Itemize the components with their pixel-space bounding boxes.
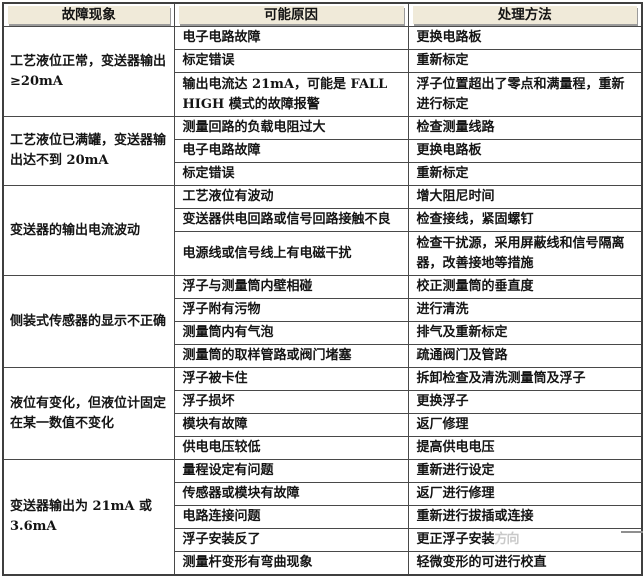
cause-cell: 测量杆变形有弯曲现象: [173, 551, 409, 576]
table-row: 供电电压较低 提高供电电压: [3, 436, 643, 460]
cause-cell: 浮子被卡住: [173, 367, 409, 391]
watermark-faded-text: 方向: [494, 532, 520, 547]
header-cause: 可能原因: [173, 2, 409, 27]
fix-cell: 更换电路板: [407, 139, 643, 163]
fault-cell: 工艺液位正常，变送器输出≥20mA: [2, 26, 175, 117]
fix-cell: 提高供电电压: [407, 436, 643, 460]
cause-cell: 浮子附有污物: [173, 298, 409, 322]
fix-cell: 重新进行设定: [407, 459, 643, 483]
table-row: 浮子安装反了 更正浮子安装方向: [3, 528, 643, 552]
table-row: 侧装式传感器的显示不正确 浮子与测量筒内壁相碰 校正测量筒的垂直度: [2, 275, 643, 368]
cause-cell: 电子电路故障: [173, 26, 409, 50]
fix-cell: 检查接线，紧固螺钉: [407, 208, 643, 232]
fix-cell: 重新标定: [407, 49, 643, 73]
cause-cell: 标定错误: [173, 49, 409, 73]
cause-cell: 输出电流达 21mA，可能是 FALL HIGH 模式的故障报警: [173, 72, 409, 117]
fix-cell: 更换浮子: [407, 390, 643, 414]
fix-cell: 浮子位置超出了零点和满量程，重新进行标定: [407, 72, 643, 117]
fault-cell: 侧装式传感器的显示不正确: [2, 275, 175, 368]
cause-cell: 测量回路的负载电阻过大: [173, 116, 409, 140]
cause-cell: 供电电压较低: [173, 436, 409, 460]
cause-cell: 电源线或信号线上有电磁干扰: [173, 231, 409, 276]
fault-cell: 工艺液位已满罐，变送器输出达不到 20mA: [2, 116, 175, 186]
table-row: 测量筒的取样管路或阀门堵塞 疏通阀门及管路: [3, 344, 643, 368]
table-row: 工艺液位正常，变送器输出≥20mA 电子电路故障 更换电路板: [2, 26, 643, 117]
table-row: 标定错误 重新标定: [3, 162, 643, 186]
fix-cell: 检查干扰源，采用屏蔽线和信号隔离器，改善接地等措施: [407, 231, 643, 276]
fix-cell: 重新进行拔插或连接: [407, 505, 643, 529]
table-row: 工艺液位已满罐，变送器输出达不到 20mA 测量回路的负载电阻过大 检查测量线路: [2, 116, 643, 186]
table-row: 电路连接问题 重新进行拔插或连接: [3, 505, 643, 529]
table-row: 变送器输出为 21mA 或 3.6mA 量程设定有问题 重新进行设定: [2, 459, 643, 576]
fix-cell: 返厂修理: [407, 413, 643, 437]
fix-text: 更正浮子安装: [416, 532, 495, 547]
cause-cell: 模块有故障: [173, 413, 409, 437]
cause-cell: 工艺液位有波动: [173, 185, 409, 209]
table-row: 模块有故障 返厂修理: [3, 413, 643, 437]
cause-cell: 浮子与测量筒内壁相碰: [173, 275, 409, 299]
fault-cell: 液位有变化，但液位计固定在某一数值不变化: [2, 367, 175, 460]
fix-cell: 校正测量筒的垂直度: [407, 275, 643, 299]
table-row: 液位有变化，但液位计固定在某一数值不变化 浮子被卡住 拆卸检查及清洗测量筒及浮子: [2, 367, 643, 460]
cause-cell: 测量筒的取样管路或阀门堵塞: [173, 344, 409, 368]
cause-cell: 标定错误: [173, 162, 409, 186]
header-fault: 故障现象: [2, 2, 175, 27]
header-row: 故障现象 可能原因 处理方法: [2, 2, 643, 27]
table-row: 电源线或信号线上有电磁干扰 检查干扰源，采用屏蔽线和信号隔离器，改善接地等措施: [3, 231, 643, 276]
cause-cell: 测量筒内有气泡: [173, 321, 409, 345]
fix-cell: 拆卸检查及清洗测量筒及浮子: [407, 367, 643, 391]
fix-cell: 排气及重新标定: [407, 321, 643, 345]
cause-cell: 变送器供电回路或信号回路接触不良: [173, 208, 409, 232]
fix-cell: 返厂进行修理: [407, 482, 643, 506]
header-fix-label: 处理方法: [412, 6, 637, 24]
cause-cell: 量程设定有问题: [173, 459, 409, 483]
table-row: 传感器或模块有故障 返厂进行修理: [3, 482, 643, 506]
table-row: 变送器供电回路或信号回路接触不良 检查接线，紧固螺钉: [3, 208, 643, 232]
fix-cell: 重新标定: [407, 162, 643, 186]
cause-cell: 浮子损坏: [173, 390, 409, 414]
header-fault-label: 故障现象: [8, 6, 170, 24]
table-row: 变送器的输出电流波动 工艺液位有波动 增大阻尼时间: [2, 185, 643, 276]
cause-cell: 浮子安装反了: [173, 528, 409, 552]
table-row: 浮子附有污物 进行清洗: [3, 298, 643, 322]
fault-cell: 变送器输出为 21mA 或 3.6mA: [2, 459, 175, 576]
fix-cell: 更换电路板: [407, 26, 643, 50]
fix-cell: 疏通阀门及管路: [407, 344, 643, 368]
cause-cell: 电路连接问题: [173, 505, 409, 529]
fix-cell: 轻微变形的可进行校直: [407, 551, 643, 576]
header-fix: 处理方法: [407, 2, 643, 27]
cause-cell: 传感器或模块有故障: [173, 482, 409, 506]
table-row: 测量筒内有气泡 排气及重新标定: [3, 321, 643, 345]
fix-cell: 更正浮子安装方向: [407, 528, 643, 552]
fix-cell: 检查测量线路: [407, 116, 643, 140]
cause-cell: 电子电路故障: [173, 139, 409, 163]
table-row: 浮子损坏 更换浮子: [3, 390, 643, 414]
watermark-line: [621, 531, 643, 533]
fix-cell: 进行清洗: [407, 298, 643, 322]
header-cause-label: 可能原因: [178, 6, 404, 24]
fault-cell: 变送器的输出电流波动: [2, 185, 175, 276]
fix-cell: 增大阻尼时间: [407, 185, 643, 209]
table-row: 输出电流达 21mA，可能是 FALL HIGH 模式的故障报警 浮子位置超出了…: [3, 72, 643, 117]
